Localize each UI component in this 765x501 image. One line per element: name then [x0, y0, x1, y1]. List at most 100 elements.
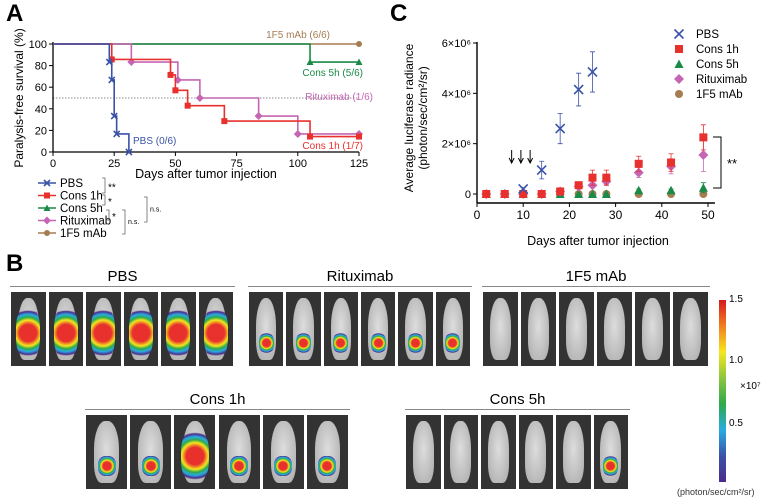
legend-marker: [673, 28, 685, 40]
mouse-body: [528, 297, 549, 361]
mouse-image: [435, 292, 470, 366]
legend-marker: [44, 192, 50, 199]
x-tick-label: 25: [108, 158, 120, 170]
legend-marker: [674, 59, 684, 68]
bioluminescence-signal: [370, 332, 386, 354]
data-point: [573, 84, 584, 95]
data-point: [667, 158, 676, 167]
bioluminescence-signal: [128, 306, 153, 359]
mouse-image: [521, 292, 556, 366]
series-label: Cons 1h (1/7): [302, 141, 363, 152]
bioluminescence-signal: [445, 332, 461, 354]
colorbar-tick: 1.0: [729, 355, 743, 366]
y-tick-label: 0: [465, 189, 471, 201]
x-tick-label: 40: [655, 208, 669, 222]
legend-label: Cons 1h: [696, 44, 739, 56]
y-axis-label: Average luciferase radiance: [402, 43, 416, 192]
mouse-image: [406, 415, 441, 489]
y-tick-label: 6×10⁶: [442, 38, 471, 50]
mouse-body: [680, 297, 701, 361]
x-tick-label: 75: [230, 158, 242, 170]
mouse-image: [218, 415, 260, 489]
group-label: Cons 1h: [189, 391, 246, 408]
y-tick-label: 20: [35, 125, 47, 137]
data-point: [555, 123, 566, 134]
mouse-image: [518, 415, 553, 489]
mouse-image: [286, 292, 321, 366]
data-point: [105, 58, 113, 66]
x-tick-label: 0: [474, 208, 481, 222]
data-point: [500, 190, 509, 198]
data-point: [184, 102, 191, 109]
mouse-image: [593, 415, 628, 489]
data-point: [574, 189, 584, 198]
legend-marker: [43, 179, 51, 187]
survival-line-pbs: [53, 43, 130, 152]
data-point: [172, 87, 179, 94]
group-label: Cons 5h: [489, 391, 546, 408]
colorbar-unit: (photon/sec/cm²/sr): [677, 487, 755, 497]
sig-bracket: [713, 136, 722, 189]
bioluminescence-signal: [295, 332, 312, 354]
panel-label-a: A: [6, 0, 24, 27]
mouse-image: [483, 292, 518, 366]
legend-label: PBS: [60, 178, 83, 190]
data-point: [355, 58, 363, 66]
data-point: [574, 181, 583, 190]
data-point: [108, 76, 116, 84]
mouse-body: [412, 420, 434, 484]
mouse-image: [86, 415, 128, 489]
mouse-image: [130, 415, 172, 489]
y-tick-label: 40: [35, 104, 47, 116]
legend-marker: [44, 230, 50, 236]
series-label: Cons 5h (5/6): [302, 68, 363, 79]
bioluminescence-signal: [16, 306, 41, 359]
data-point: [113, 130, 121, 138]
sig-bracket-label: *: [108, 197, 112, 208]
data-point: [110, 112, 118, 120]
legend-label: Rituximab: [696, 74, 747, 86]
group-label: Rituximab: [326, 268, 394, 285]
mouse-image: [86, 292, 121, 366]
sig-bracket-label: *: [112, 212, 116, 223]
data-point: [588, 189, 597, 198]
treatment-arrow: [527, 150, 534, 165]
mouse-image: [306, 415, 348, 489]
mouse-image: [11, 292, 46, 366]
treatment-arrow: [508, 150, 515, 165]
bioluminescence-signal: [97, 455, 116, 477]
mouse-image: [597, 292, 632, 366]
bioluminescence-signal: [166, 306, 191, 359]
sig-bracket-label: **: [108, 183, 116, 194]
group-divider: [405, 409, 630, 410]
mouse-image: [556, 415, 591, 489]
mouse-image: [123, 292, 158, 366]
bioluminescence-signal: [274, 455, 293, 477]
mouse-body: [490, 297, 511, 361]
bioluminescence-signal: [141, 455, 160, 477]
colorbar: [719, 300, 726, 482]
series-label: Rituximab (1/6): [305, 92, 373, 103]
legend-label: Rituximab: [60, 216, 111, 228]
data-point: [125, 148, 133, 156]
data-point: [587, 66, 598, 78]
mouse-image: [198, 292, 233, 366]
y-axis-label-unit: (photon/sec/cm²/sr): [416, 66, 430, 169]
panel-label-b: B: [6, 250, 24, 277]
bioluminescence-signal: [333, 332, 349, 354]
mouse-body: [450, 420, 472, 484]
legend-label: 1F5 mAb: [696, 89, 743, 101]
x-tick-label: 125: [350, 158, 368, 170]
mouse-image: [262, 415, 304, 489]
legend-label: Cons 1h: [60, 191, 103, 203]
mouse-body: [525, 420, 547, 484]
mouse-image: [174, 415, 216, 489]
data-point: [633, 167, 644, 178]
series-label: 1F5 mAb (6/6): [266, 30, 330, 41]
data-point: [666, 185, 676, 195]
x-tick-label: 30: [609, 208, 623, 222]
x-tick-label: 100: [289, 158, 307, 170]
survival-line-rituximab: [53, 43, 359, 135]
mouse-image: [323, 292, 358, 366]
